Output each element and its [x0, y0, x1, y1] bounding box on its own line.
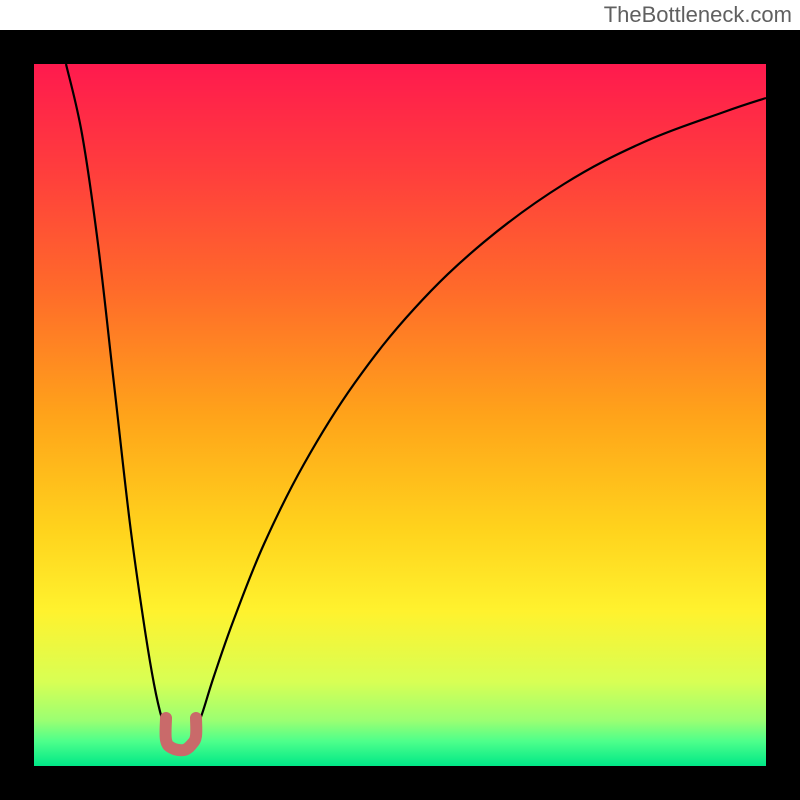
- watermark-text: TheBottleneck.com: [604, 2, 792, 28]
- chart-svg: [0, 30, 800, 800]
- chart-root: TheBottleneck.com: [0, 0, 800, 800]
- gradient-background: [34, 64, 766, 766]
- plot-area: [0, 30, 800, 800]
